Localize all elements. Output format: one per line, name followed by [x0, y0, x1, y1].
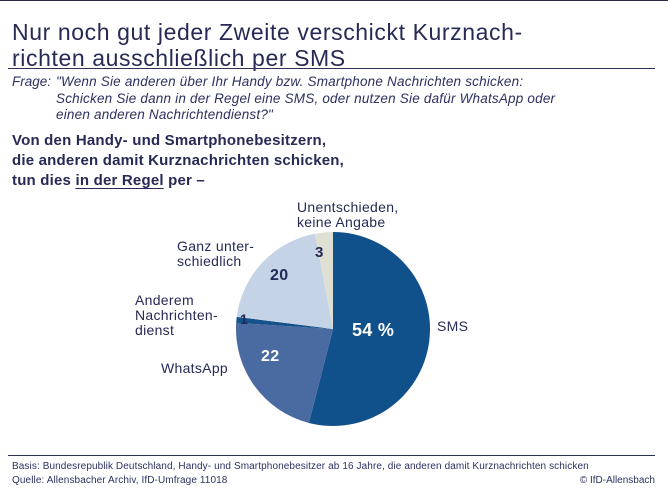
chart-subtitle-post: per –	[163, 172, 205, 189]
pie-value-sms: 54 %	[352, 320, 395, 340]
footer-copyright: © IfD-Allensbach	[579, 475, 655, 486]
pie-slice-anderer-nachrichtendienst	[236, 316, 333, 329]
pie-slice-unentschieden	[314, 232, 333, 329]
pie-slice-sms	[308, 232, 431, 426]
pie-slice-whatsapp	[235, 322, 333, 423]
pie-label-unentschieden: Unentschieden, keine Angabe	[297, 199, 399, 230]
title-divider-line	[8, 68, 655, 69]
pie-slice-ganz-unterschiedlich	[236, 233, 333, 329]
question-text: "Wenn Sie anderen über Ihr Handy bzw. Sm…	[56, 74, 556, 122]
pie-label-whatsapp: WhatsApp	[161, 360, 228, 376]
chart-subtitle-pre: Von den Handy- und Smartphonebesitzern, …	[12, 132, 345, 189]
footer-divider-line	[8, 455, 655, 456]
pie-value-anderer-nachrichtendienst: 1	[240, 311, 249, 327]
pie-label-anderer-nachrichtendienst: Anderem Nachrichten- dienst	[135, 292, 218, 338]
pie-label-sms: SMS	[437, 318, 469, 334]
page-title: Nur noch gut jeder Zweite verschickt Kur…	[12, 19, 523, 72]
pie-value-unentschieden: 3	[315, 244, 324, 261]
chart-subtitle: Von den Handy- und Smartphonebesitzern, …	[12, 131, 372, 191]
pie-chart	[235, 232, 431, 426]
footer-source: Quelle: Allensbacher Archiv, IfD-Umfrage…	[12, 475, 228, 486]
pie-value-whatsapp: 22	[261, 348, 280, 365]
top-border-line	[0, 0, 668, 1]
pie-chart-area	[233, 229, 433, 429]
question-label: Frage:	[12, 74, 52, 89]
chart-subtitle-underlined: in der Regel	[75, 172, 164, 189]
footer-basis: Basis: Bundesrepublik Deutschland, Handy…	[12, 461, 589, 472]
pie-label-ganz-unterschiedlich: Ganz unter- schiedlich	[177, 238, 255, 269]
pie-value-ganz-unterschiedlich: 20	[270, 267, 289, 284]
